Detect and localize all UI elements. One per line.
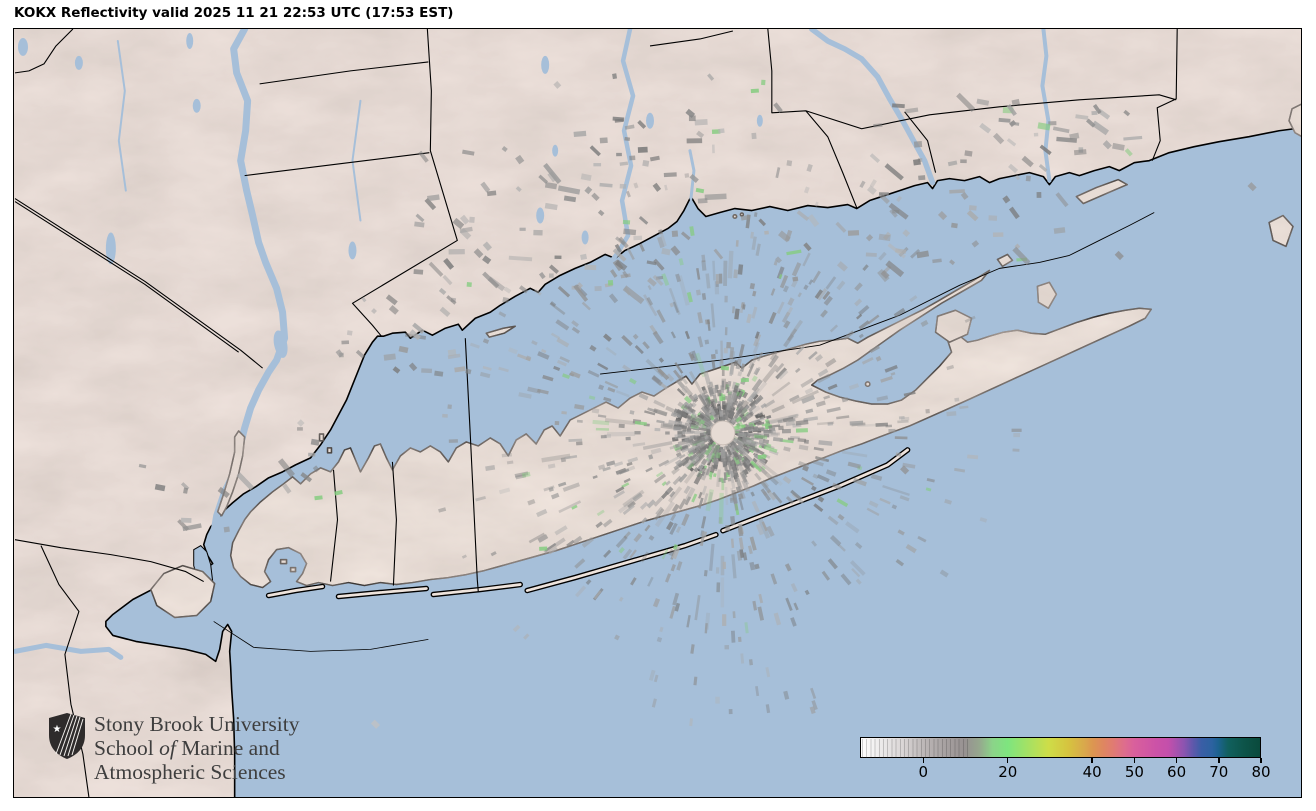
gardiners-island [1036,281,1058,310]
block-island [1268,214,1294,248]
colorbar-tick [1175,758,1178,763]
city-island [318,433,325,442]
shelter-island [934,309,973,343]
page-title: KOKX Reflectivity valid 2025 11 21 22:53… [14,5,454,21]
norwalk-islands [485,325,516,338]
colorbar-tick [1006,758,1009,763]
colorbar-tick-label: 0 [918,763,929,781]
logo-line-1: Stony Brook University [94,712,300,736]
colorbar-tick-label: 80 [1251,763,1271,781]
fishers-island [1075,178,1129,205]
robins-island [864,381,871,388]
colorbar-tick [1133,758,1136,763]
sbu-logo: ★ Stony Brook University School of Marin… [47,712,299,784]
ny-nj-border [14,198,263,369]
logo-line-2: School of Marine and [94,736,280,760]
jamaica-bay-islet [279,558,288,565]
sbu-logo-text: Stony Brook University School of Marine … [94,712,299,784]
nassau-suffolk-line [464,338,479,592]
colorbar-tick-label: 20 [998,763,1018,781]
quinnipiac-river [688,149,696,201]
colorbar-tick-label: 40 [1082,763,1102,781]
colorbar-tick-label: 50 [1124,763,1144,781]
marine-boundary [600,212,1155,375]
logo-line-3: Atmospheric Sciences [94,760,286,784]
lakes [17,32,763,265]
reflectivity-colorbar: 0 20 40 50 60 70 80 [860,737,1271,783]
colorbar-tick [922,758,925,763]
ct-ri-border [1151,29,1178,161]
colorbar-tick [1218,758,1220,763]
thimble-islands [732,213,738,220]
colorbar-bin-steps [862,739,968,758]
plum-island [996,253,1014,268]
shield-star-icon: ★ [53,724,62,735]
radar-map [14,29,1301,797]
connecticut-river [809,29,936,186]
colorbar-tick [1260,758,1262,763]
housatonic-river [609,29,636,263]
queens-nassau-line [391,461,397,586]
boundary-lines [14,29,1178,797]
colorbar-gradient [860,737,1261,758]
radar-site-hole [710,420,736,446]
tappan-zee [273,330,288,358]
colorbar-tick-label: 70 [1209,763,1229,781]
point-judith [1288,103,1301,138]
ny-ct-border [351,29,458,337]
raritan-river [14,642,124,660]
brooklyn-queens-line [329,469,339,582]
radar-clutter-echoes [138,73,1257,729]
map-frame: ★ Stony Brook University School of Marin… [13,28,1302,798]
sbu-shield-icon: ★ [49,713,85,759]
colorbar-tick [1091,758,1093,763]
harbor-channel-line [213,621,429,652]
colorbar-tick-label: 60 [1167,763,1187,781]
